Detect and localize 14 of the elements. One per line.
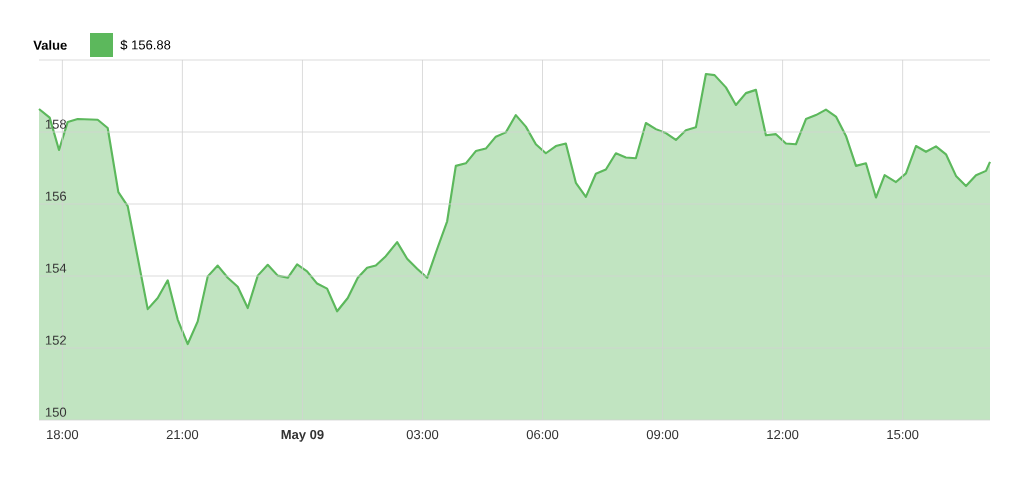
y-tick-label: 152 (45, 335, 66, 345)
x-tick-label: 21:00 (166, 429, 199, 440)
x-tick-label: 15:00 (887, 429, 919, 440)
x-tick-label: 03:00 (406, 429, 439, 440)
legend-title: Value (33, 40, 67, 50)
x-tick-label: 09:00 (646, 429, 679, 440)
y-tick-label: 156 (45, 191, 67, 201)
x-tick-label: 06:00 (526, 429, 559, 440)
y-tick-label: 154 (45, 263, 67, 273)
legend-label: $ 156.88 (120, 39, 171, 51)
x-tick-label: May 09 (281, 429, 324, 442)
y-tick-label: 150 (45, 407, 67, 417)
x-tick-label: 12:00 (767, 429, 799, 440)
x-tick-label: 18:00 (47, 429, 79, 440)
